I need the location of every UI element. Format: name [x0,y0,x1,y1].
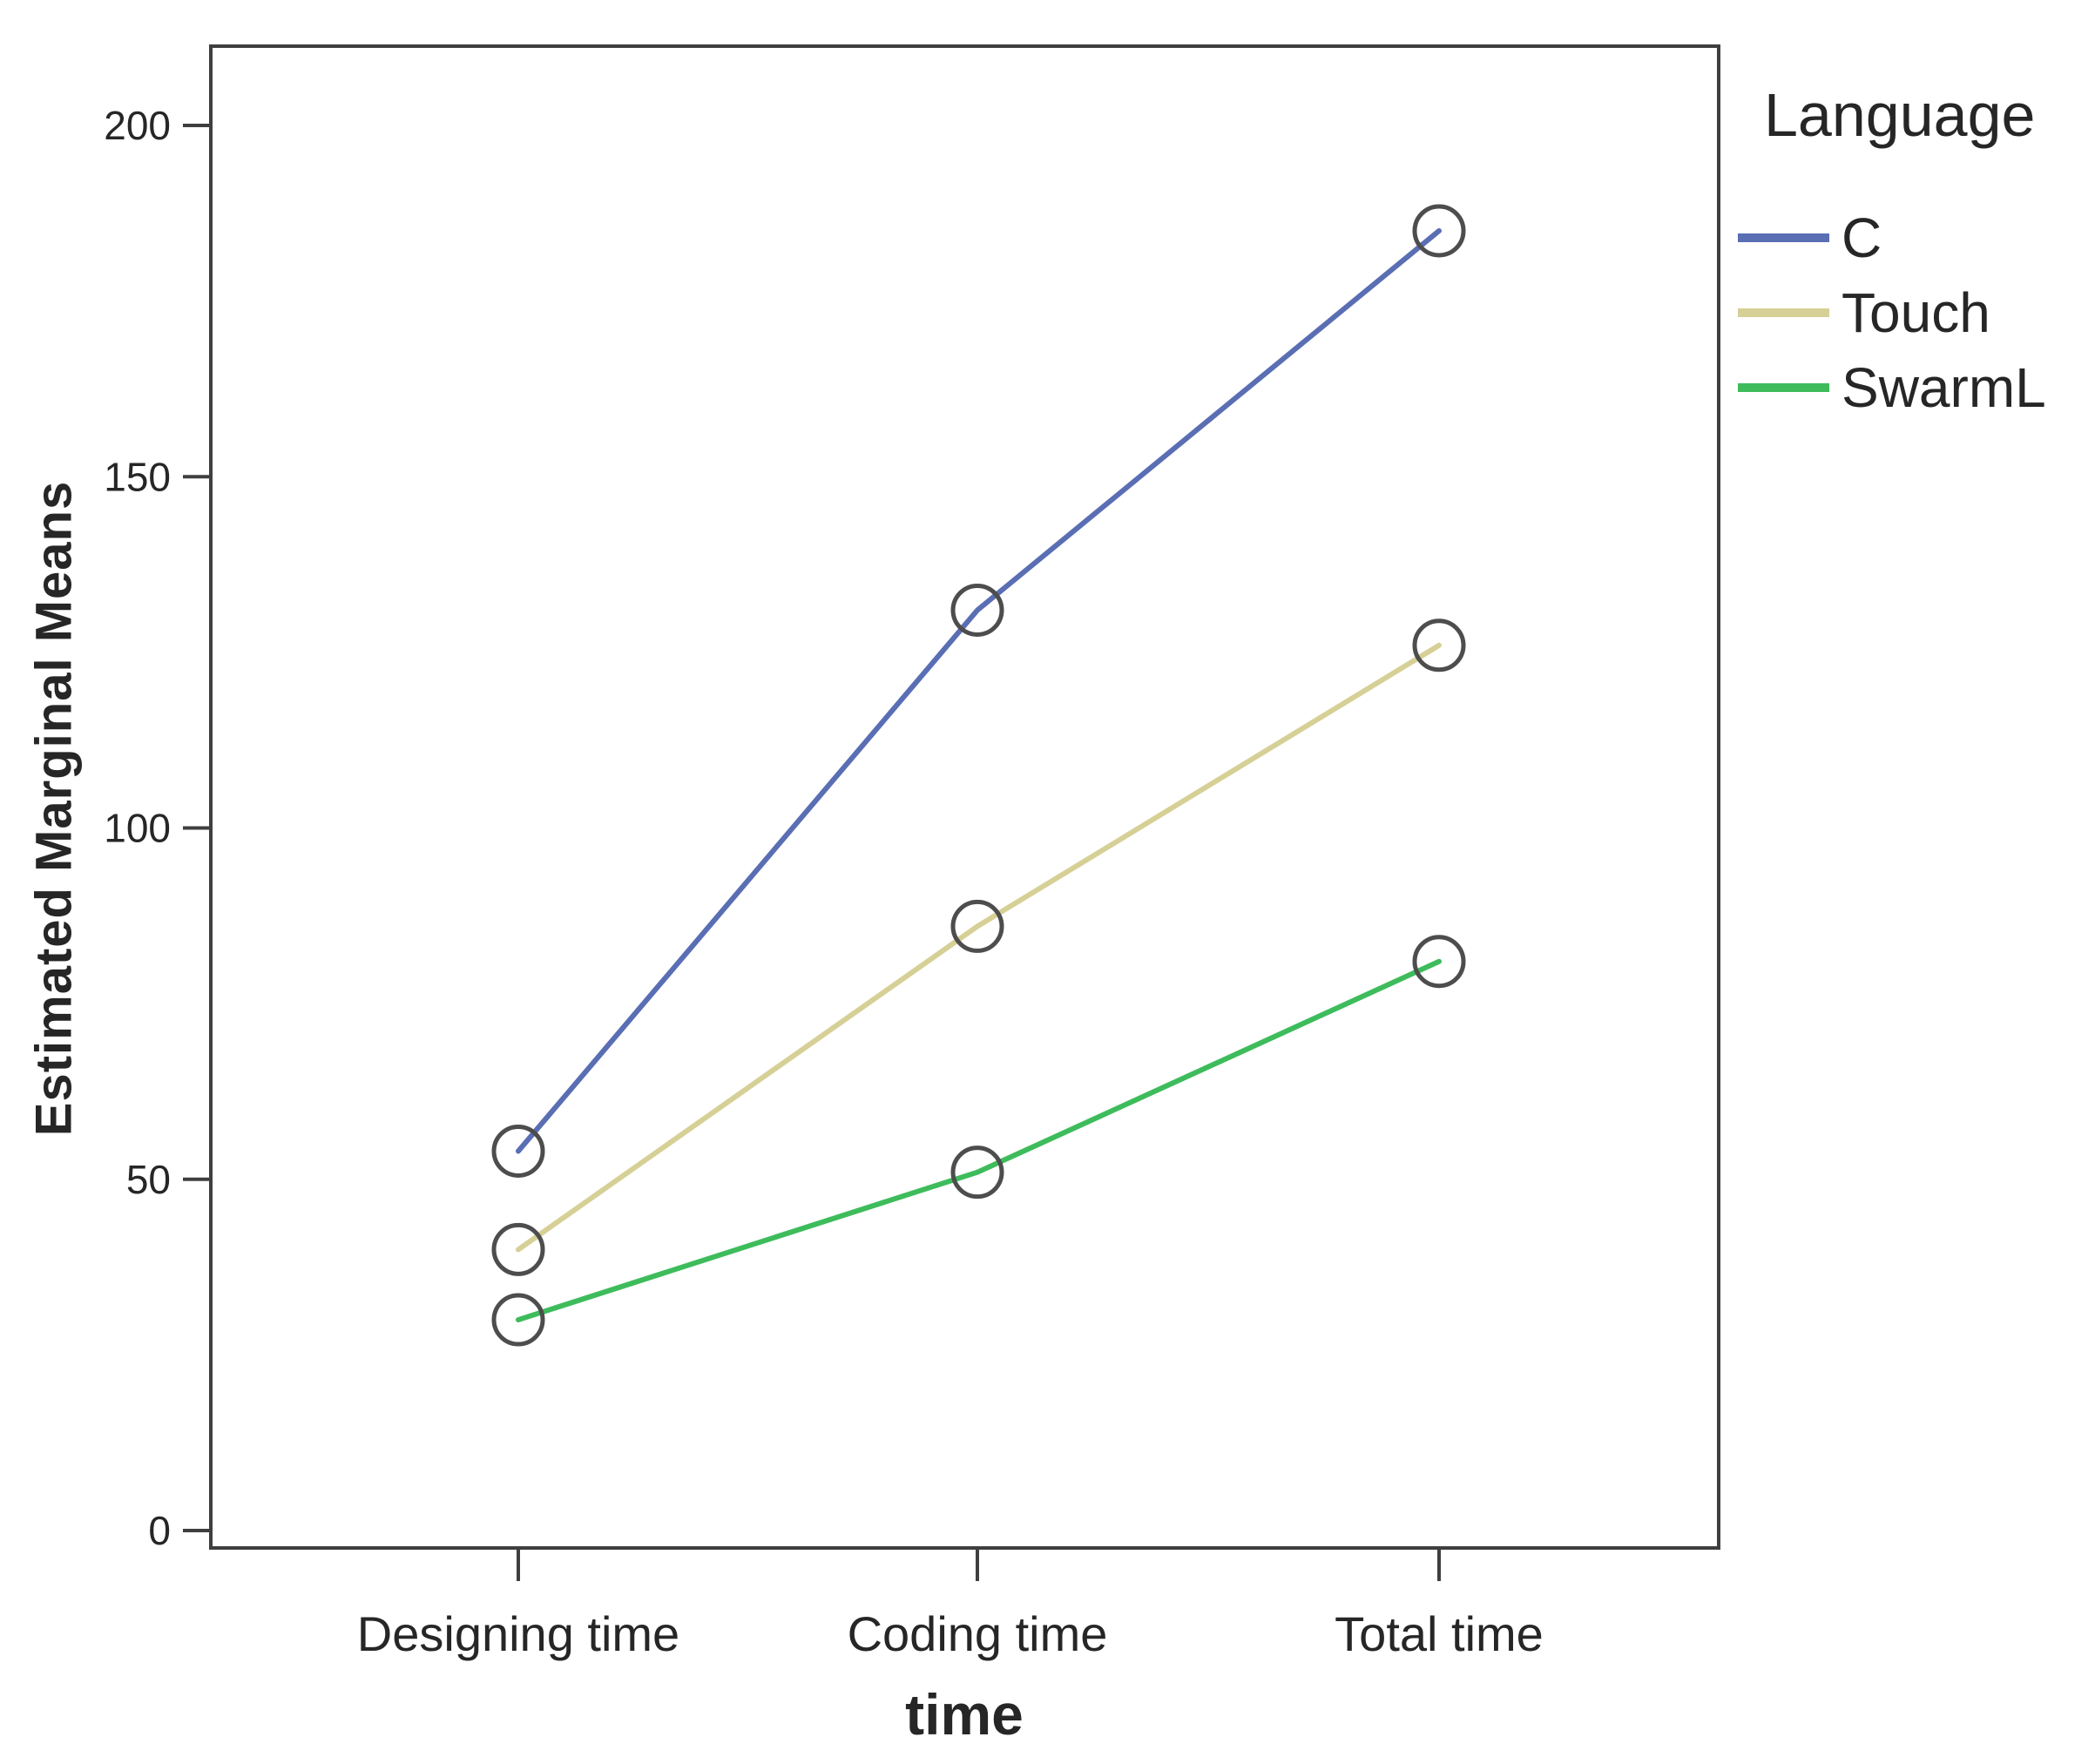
x-axis-title: time [905,1682,1024,1747]
y-tick-label: 50 [126,1157,171,1202]
legend-title: Language [1764,81,2036,149]
data-point-c [491,1124,545,1178]
legend-item-touch: Touch [1738,275,2086,350]
x-tick-label: Total time [1335,1606,1544,1661]
data-point-c [1412,204,1466,258]
data-point-touch [1412,618,1466,672]
legend-label-swarml: SwarmL [1842,356,2046,419]
plot-frame [209,44,1720,1550]
data-point-c [950,583,1004,637]
legend-label-touch: Touch [1842,281,1990,344]
legend-items: C Touch SwarmL [1738,200,2086,425]
legend-item-c: C [1738,200,2086,275]
series-line-swarml [516,958,1442,1323]
series-line-c [516,227,1442,1154]
y-tick-label: 0 [148,1508,171,1553]
y-tick-label: 200 [104,103,171,148]
data-point-swarml [491,1293,545,1347]
data-point-touch [491,1222,545,1276]
legend-swatch-swarml [1738,383,1829,392]
series-line-touch [516,642,1442,1253]
y-axis-title: Estimated Marginal Means [25,480,83,1137]
legend-swatch-touch [1738,308,1829,317]
legend-swatch-c [1738,233,1829,242]
data-point-touch [950,899,1004,953]
legend-label-c: C [1842,206,1882,269]
y-tick-label: 150 [104,454,171,499]
data-point-swarml [1412,935,1466,989]
x-tick-label: Coding time [848,1606,1108,1661]
legend: Language C Touch SwarmL [1738,80,2086,425]
x-tick-label: Designing time [357,1606,679,1661]
legend-item-swarml: SwarmL [1738,350,2086,425]
y-tick-label: 100 [104,806,171,851]
data-point-swarml [950,1146,1004,1200]
